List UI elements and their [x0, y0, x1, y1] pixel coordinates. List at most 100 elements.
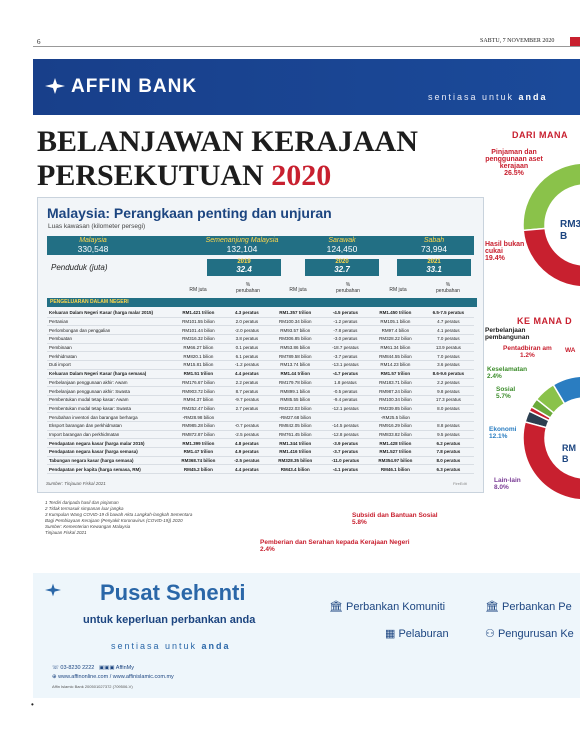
- revenue-slice: [522, 227, 580, 288]
- bank-icon: 🏛: [329, 601, 343, 613]
- row-value: RM820.1 bilion: [171, 351, 226, 362]
- spending-donut: [522, 375, 580, 501]
- row-value: RM176.67 bilion: [171, 378, 226, 388]
- row-value: -4.7 peratus: [322, 369, 369, 379]
- row-value: 9.8 peratus: [422, 386, 474, 396]
- table-row: Perkhidmatan RM820.1 bilion 6.1 peratus RM7…: [47, 351, 474, 362]
- row-value: -RM27.68 bilion: [267, 412, 323, 422]
- card-subtitle: Luas kawasan (kilometer persegi): [48, 223, 146, 230]
- footnotes: 1 Terdiri daripada hasil dan pinjaman 2 T…: [45, 500, 193, 535]
- row-value: 17.3 peratus: [422, 395, 474, 405]
- row-label: Duti import: [47, 360, 171, 370]
- row-value: RM15.81 bilion: [171, 360, 226, 370]
- row-value: RM100.34 bilion: [368, 395, 423, 405]
- row-value: -13.1 peratus: [322, 360, 369, 370]
- donut1-heading: DARI MANA: [512, 130, 568, 140]
- donut2-label-dev: Perbelanjaan pembangunan: [485, 327, 530, 341]
- row-value: RM1.51 trilion: [171, 369, 226, 379]
- banner-tagline: sentiasa untuk anda: [428, 92, 548, 102]
- row-value: 13.9 peratus: [422, 343, 474, 353]
- affin-advert: Pusat Sehenti untuk keperluan perbankan …: [33, 573, 580, 698]
- row-value: RM833.82 bilion: [368, 430, 423, 440]
- row-label: Keluaran Dalam Negeri Kasar (harga malar…: [47, 309, 171, 318]
- service-personal: 🏛 Perbankan Pe: [485, 601, 572, 613]
- row-value: RM306.85 bilion: [267, 334, 323, 344]
- row-value: 8.6-9.6 peratus: [422, 369, 474, 379]
- row-value: 3.8 peratus: [225, 334, 268, 344]
- row-value: RM46.1 bilion: [368, 464, 423, 475]
- row-value: RM101.44 bilion: [171, 325, 226, 336]
- row-value: RM1.421 trilion: [171, 309, 226, 318]
- ad-tagline: sentiasa untuk anda: [111, 641, 231, 651]
- row-value: RM1.357 trilion: [267, 309, 323, 318]
- table-row: Pendapatan per kapita (harga semasa, RM)…: [47, 464, 474, 475]
- row-value: 4.3 peratus: [225, 309, 268, 318]
- row-value: RM43.4 bilion: [267, 464, 323, 475]
- donut2-label-others: Lain-lain 8.0%: [494, 477, 521, 491]
- row-label: Pendapatan per kapita (harga semasa, RM): [47, 464, 171, 475]
- row-value: [422, 412, 474, 422]
- row-value: RM1.47 trilion: [171, 447, 226, 457]
- row-value: 3.6 peratus: [422, 360, 474, 370]
- service-community: 🏛 Perbankan Komuniti: [329, 601, 446, 613]
- row-value: -2.5 peratus: [225, 430, 268, 440]
- row-value: 2.2 peratus: [225, 378, 268, 388]
- issue-date: SABTU, 7 NOVEMBER 2020: [480, 38, 555, 44]
- row-value: RM100.34 bilion: [267, 317, 323, 327]
- ad-web[interactable]: ⊕ www.affinonline.com / www.affinislamic…: [52, 674, 174, 680]
- row-value: 7.0 peratus: [422, 351, 474, 362]
- row-value: RM66.27 bilion: [171, 343, 226, 353]
- row-label: Perlombongan dan penggalian: [47, 325, 171, 336]
- row-value: -3.0 peratus: [322, 334, 369, 344]
- spending-slice: [552, 375, 580, 405]
- row-value: 6.1 peratus: [225, 351, 268, 362]
- row-value: 7.8 peratus: [422, 447, 474, 457]
- row-value: -3.9 peratus: [322, 438, 369, 448]
- row-value: -12.1 peratus: [322, 404, 369, 414]
- row-value: -14.5 peratus: [322, 421, 369, 431]
- table-row: Pembinaan RM66.27 bilion 0.1 peratus RM53.8…: [47, 343, 474, 353]
- table-row: Perbelanjaan penggunaan akhir: Swasta RM9…: [47, 386, 474, 396]
- row-value: 7.0 peratus: [422, 334, 474, 344]
- affin-logo: AFFIN BANK: [45, 76, 197, 98]
- row-value: -1.2 peratus: [322, 317, 369, 327]
- row-value: -4.5 peratus: [322, 309, 369, 318]
- donut2-label-wa: WA: [565, 347, 576, 354]
- stats-table: Keluaran Dalam Negeri Kasar (harga malar…: [47, 309, 474, 475]
- row-value: RM903.72 bilion: [171, 386, 226, 396]
- row-value: 6.3 peratus: [422, 464, 474, 475]
- row-value: RM183.71 bilion: [368, 378, 423, 388]
- row-value: RM1.399 trilion: [171, 438, 226, 448]
- table-row: Pertanian RM101.55 bilion 2.0 peratus RM100…: [47, 317, 474, 327]
- ad-title: Pusat Sehenti: [100, 580, 246, 605]
- table-row: Perlombongan dan penggalian RM101.44 bili…: [47, 325, 474, 336]
- row-value: RM45.2 bilion: [171, 464, 226, 475]
- affin-flower-icon: [45, 583, 61, 597]
- row-value: RM328.22 bilion: [368, 334, 423, 344]
- row-label: Eksport barangan dan perkhidmatan: [47, 421, 171, 431]
- area-row: Malaysia 330,548 Semenanjung Malaysia 13…: [47, 236, 474, 255]
- affin-flower-icon: [45, 78, 65, 94]
- row-value: RM85.55 bilion: [267, 395, 323, 405]
- row-value: 0.1 peratus: [225, 343, 268, 353]
- row-value: RM1.527 trilion: [368, 447, 423, 457]
- row-label: Pendapatan negara kasar (harga semasa): [47, 447, 171, 457]
- row-value: RM53.86 bilion: [267, 343, 323, 353]
- row-value: RM105.1 bilion: [368, 317, 423, 327]
- row-value: RM93.57 bilion: [267, 325, 323, 336]
- row-value: RM328.35 bilion: [267, 456, 323, 466]
- row-label: Keluaran Dalam Negeri Kasar (harga semas…: [47, 369, 171, 379]
- bank-icon: 🏛: [485, 601, 499, 613]
- row-value: -9.4 peratus: [322, 395, 369, 405]
- donut2-label-subsidy: Subsidi dan Bantuan Sosial 5.8%: [352, 512, 438, 526]
- row-value: -7.8 peratus: [322, 325, 369, 336]
- donut2-center: RM B: [562, 443, 576, 464]
- row-value: -0.5 peratus: [322, 386, 369, 396]
- row-value: 4.8 peratus: [225, 438, 268, 448]
- donut2-label-security: Keselamatan 2.4%: [487, 366, 528, 380]
- donut2-label-economy: Ekonomi 12.1%: [489, 426, 517, 440]
- row-value: RM13.74 bilion: [267, 360, 323, 370]
- table-row: Pembentukan modal tetap kasar: Swasta RM2…: [47, 404, 474, 414]
- table-row: Keluaran Dalam Negeri Kasar (harga semas…: [47, 369, 474, 379]
- row-value: RM789.58 bilion: [267, 351, 323, 362]
